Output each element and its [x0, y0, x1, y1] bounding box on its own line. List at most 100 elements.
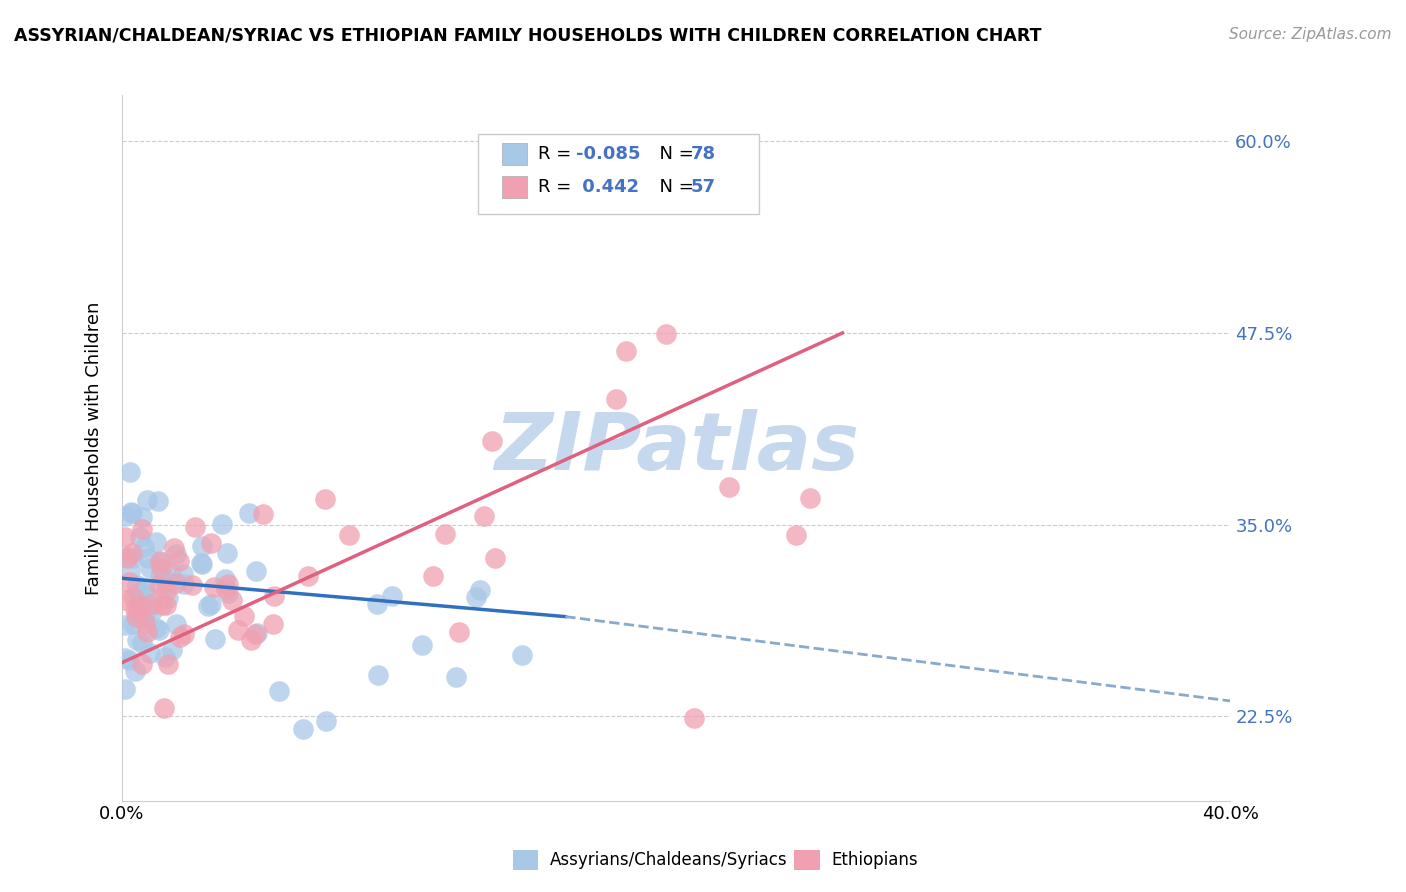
- Point: [114, 509, 136, 524]
- Point: [139, 646, 162, 660]
- Text: ZIPatlas: ZIPatlas: [494, 409, 859, 487]
- Point: [200, 536, 222, 550]
- Point: [159, 566, 181, 580]
- Point: [240, 632, 263, 647]
- Point: [120, 504, 142, 518]
- Point: [169, 630, 191, 644]
- Point: [614, 343, 637, 358]
- Text: Assyrians/Chaldeans/Syriacs: Assyrians/Chaldeans/Syriacs: [550, 851, 787, 869]
- Text: R =: R =: [538, 145, 578, 163]
- Point: [118, 575, 141, 590]
- Point: [129, 599, 152, 613]
- Text: N =: N =: [648, 178, 700, 196]
- Point: [337, 528, 360, 542]
- Point: [197, 599, 219, 613]
- Point: [139, 560, 162, 574]
- Point: [512, 648, 534, 662]
- Point: [444, 670, 467, 684]
- Point: [785, 528, 807, 542]
- Point: [149, 560, 172, 574]
- Point: [472, 509, 495, 524]
- Point: [245, 564, 267, 578]
- Point: [191, 539, 214, 553]
- Point: [468, 582, 491, 597]
- Text: Ethiopians: Ethiopians: [831, 851, 918, 869]
- Point: [190, 556, 212, 570]
- Point: [121, 617, 143, 632]
- Point: [121, 546, 143, 560]
- Point: [211, 516, 233, 531]
- Point: [129, 603, 152, 617]
- Point: [146, 494, 169, 508]
- Point: [214, 572, 236, 586]
- Point: [127, 633, 149, 648]
- Point: [131, 602, 153, 616]
- Point: [484, 550, 506, 565]
- Point: [162, 643, 184, 657]
- Point: [118, 653, 141, 667]
- Text: 78: 78: [690, 145, 716, 163]
- Point: [411, 638, 433, 652]
- Text: 0.442: 0.442: [576, 178, 640, 196]
- Point: [184, 520, 207, 534]
- Text: 57: 57: [690, 178, 716, 196]
- Point: [127, 611, 149, 625]
- Y-axis label: Family Households with Children: Family Households with Children: [86, 301, 103, 595]
- Point: [135, 587, 157, 601]
- Point: [115, 550, 138, 565]
- Point: [315, 714, 337, 729]
- Point: [215, 546, 238, 560]
- Point: [481, 434, 503, 448]
- Point: [157, 657, 180, 672]
- Point: [204, 632, 226, 647]
- Point: [434, 527, 457, 541]
- Point: [683, 711, 706, 725]
- Point: [125, 578, 148, 592]
- Point: [165, 616, 187, 631]
- Point: [191, 557, 214, 571]
- Point: [380, 589, 402, 603]
- Point: [148, 578, 170, 592]
- Point: [155, 598, 177, 612]
- Point: [449, 624, 471, 639]
- Point: [262, 617, 284, 632]
- Text: ASSYRIAN/CHALDEAN/SYRIAC VS ETHIOPIAN FAMILY HOUSEHOLDS WITH CHILDREN CORRELATIO: ASSYRIAN/CHALDEAN/SYRIAC VS ETHIOPIAN FA…: [14, 27, 1042, 45]
- Point: [129, 609, 152, 624]
- Point: [149, 569, 172, 583]
- Point: [297, 568, 319, 582]
- Point: [605, 392, 627, 406]
- Point: [132, 612, 155, 626]
- Point: [138, 550, 160, 565]
- Point: [145, 621, 167, 635]
- Point: [149, 553, 172, 567]
- Point: [122, 591, 145, 605]
- Point: [167, 554, 190, 568]
- Point: [263, 590, 285, 604]
- Point: [172, 566, 194, 581]
- Point: [217, 576, 239, 591]
- Point: [153, 701, 176, 715]
- Point: [165, 547, 187, 561]
- Point: [292, 722, 315, 736]
- Point: [128, 530, 150, 544]
- Point: [215, 582, 238, 596]
- Point: [148, 623, 170, 637]
- Point: [134, 615, 156, 630]
- Point: [125, 609, 148, 624]
- Point: [217, 586, 239, 600]
- Point: [122, 551, 145, 566]
- Point: [799, 491, 821, 506]
- Point: [136, 625, 159, 640]
- Point: [142, 603, 165, 617]
- Point: [718, 479, 741, 493]
- Point: [134, 540, 156, 554]
- Point: [114, 592, 136, 607]
- Point: [118, 564, 141, 578]
- Point: [149, 555, 172, 569]
- Point: [134, 598, 156, 612]
- Point: [173, 627, 195, 641]
- Point: [136, 601, 159, 615]
- Point: [114, 650, 136, 665]
- Point: [155, 584, 177, 599]
- Point: [131, 510, 153, 524]
